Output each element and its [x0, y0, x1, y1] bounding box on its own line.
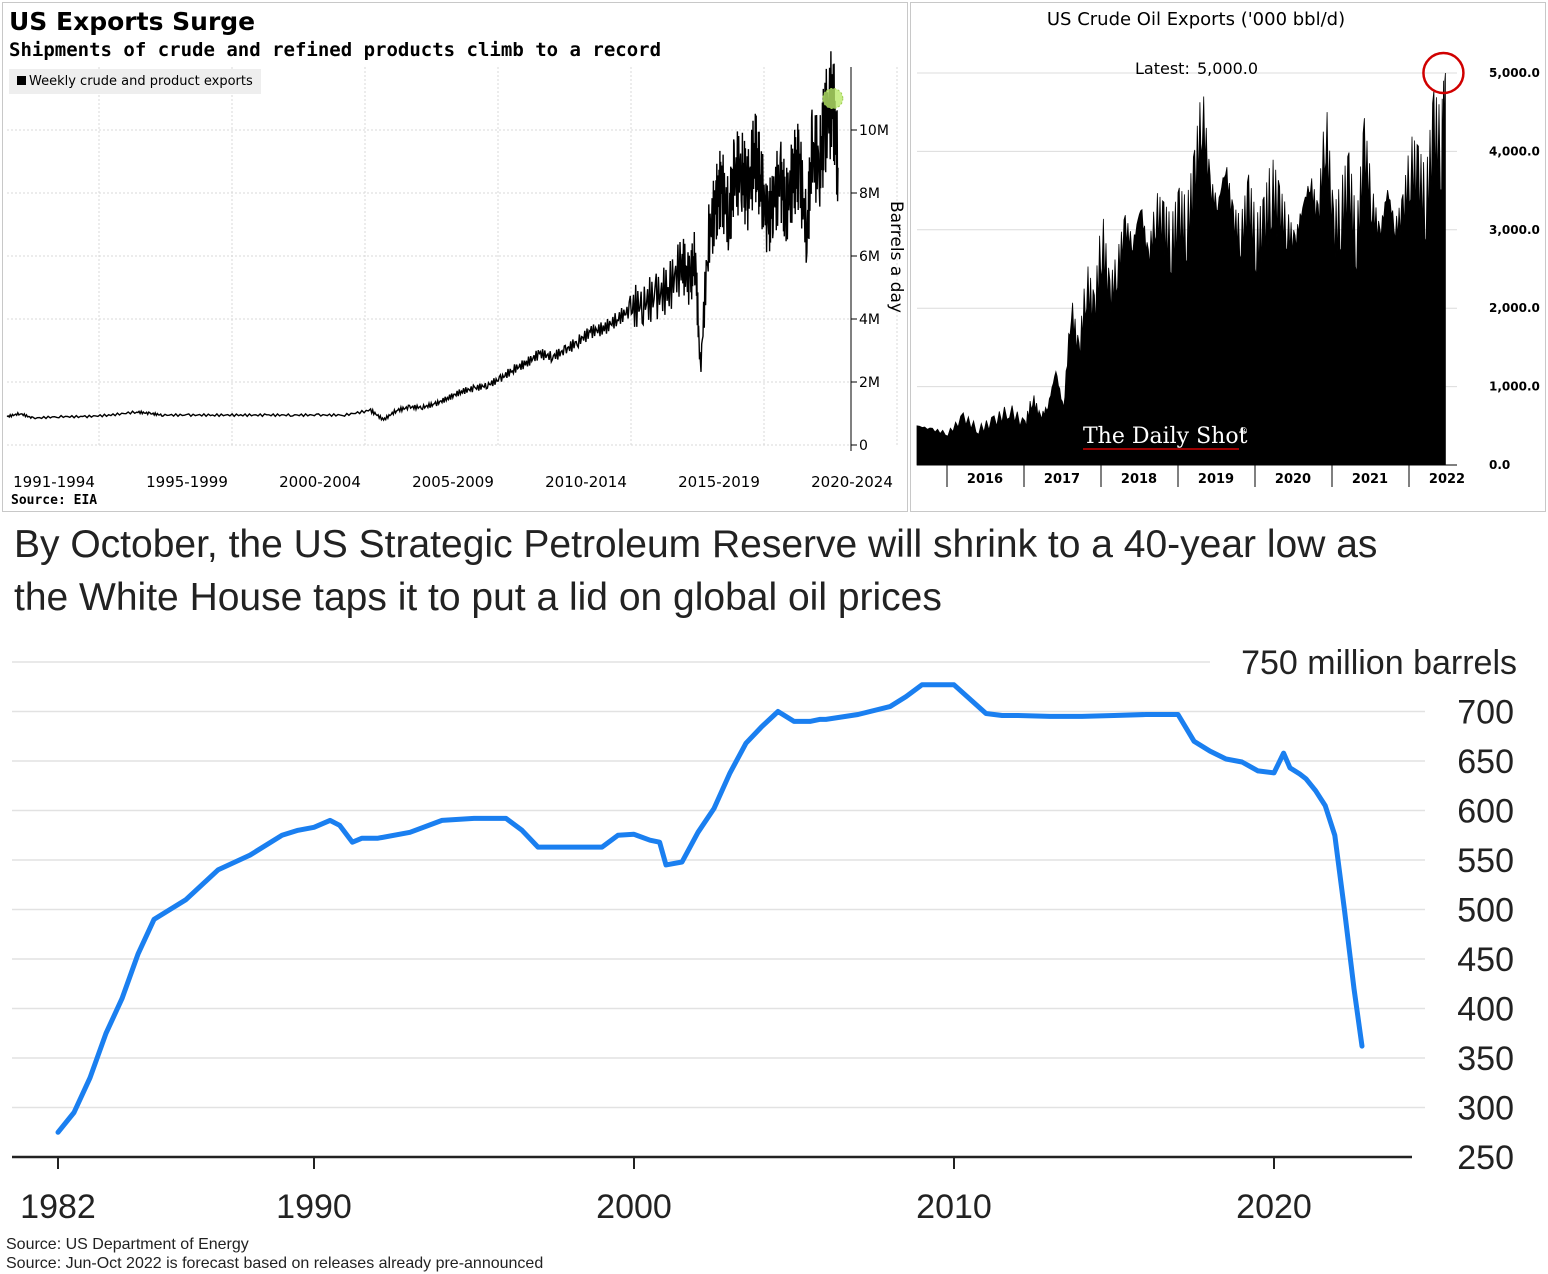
latest-value-highlight — [822, 88, 844, 109]
x-tick-label: 2019 — [1198, 472, 1234, 487]
strategic-petroleum-reserve-panel: By October, the US Strategic Petroleum R… — [0, 514, 1548, 1274]
latest-label: Latest: — [1135, 59, 1190, 78]
watermark-text: The Daily Shot — [1083, 424, 1248, 449]
crude-exports-plot: 0.0 1,000.0 2,000.0 3,000.0 4,000.0 5,000.0 20… — [916, 51, 1540, 487]
x-tick-label: 1982 — [20, 1188, 96, 1226]
y-tick-label: 350 — [1457, 1040, 1514, 1078]
y-tick-label: 4,000.0 — [1489, 144, 1540, 158]
us-exports-plot: 1991-1994 1995-1999 2000-2004 2005-2009 2010… — [6, 51, 906, 491]
y-tick-label: 0.0 — [1489, 458, 1510, 472]
y-axis-label: Barrels a day — [886, 201, 906, 313]
x-tick-label: 2015-2019 — [678, 473, 760, 491]
y-tick-label: 1,000.0 — [1489, 380, 1540, 394]
y-tick-label: 250 — [1457, 1139, 1514, 1177]
spr-plot: 250 300 350 400 450 500 550 600 650 700 750 millio… — [12, 644, 1517, 1226]
y-tick-label: 2,000.0 — [1489, 301, 1540, 315]
legend-label: Weekly crude and product exports — [29, 74, 253, 89]
chart-subtitle: Shipments of crude and refined products … — [9, 39, 662, 61]
y-tick-label: 2M — [859, 375, 880, 391]
latest-value: 5,000.0 — [1197, 59, 1258, 78]
exports-series-line — [6, 51, 839, 422]
x-tick-label: 2020 — [1236, 1188, 1312, 1226]
source-note-1: Source: US Department of Energy — [6, 1236, 249, 1253]
y-tick-label: 4M — [859, 312, 880, 328]
x-tick-label: 2016 — [967, 472, 1003, 487]
chart-title: US Exports Surge — [9, 7, 256, 36]
x-tick-label: 2000-2004 — [279, 473, 361, 491]
y-tick-label: 550 — [1457, 842, 1514, 880]
y-tick-label: 750 million barrels — [1241, 644, 1517, 682]
y-tick-label: 5,000.0 — [1489, 66, 1540, 80]
chart-title: US Crude Oil Exports ('000 bbl/d) — [1046, 9, 1346, 30]
y-tick-label: 400 — [1457, 991, 1514, 1029]
x-tick-label: 2022 — [1429, 472, 1465, 487]
us-exports-chart-panel: US Exports Surge Shipments of crude and … — [2, 2, 908, 512]
y-tick-label: 6M — [859, 249, 880, 265]
spr-series-line — [55, 682, 1365, 1135]
x-tick-label: 2005-2009 — [412, 473, 494, 491]
source-note: Source: EIA — [11, 493, 98, 508]
y-tick-label: 500 — [1457, 892, 1514, 930]
x-tick-label: 2021 — [1352, 472, 1388, 487]
headline-line-2: the White House taps it to put a lid on … — [14, 576, 942, 619]
latest-value-highlight — [1422, 51, 1465, 95]
legend-swatch — [17, 76, 26, 85]
x-tick-label: 1995-1999 — [146, 473, 228, 491]
us-crude-oil-exports-panel: US Crude Oil Exports ('000 bbl/d) 0.0 1,0… — [910, 2, 1546, 512]
y-tick-label: 700 — [1457, 694, 1514, 732]
x-tick-label: 2018 — [1121, 472, 1157, 487]
source-note-2: Source: Jun-Oct 2022 is forecast based o… — [6, 1255, 544, 1272]
headline-line-1: By October, the US Strategic Petroleum R… — [14, 523, 1378, 566]
x-tick-label: 2017 — [1044, 472, 1080, 487]
crude-exports-area — [916, 72, 1446, 466]
y-tick-label: 10M — [859, 123, 889, 139]
chart-legend: Weekly crude and product exports — [9, 69, 261, 94]
y-tick-label: 600 — [1457, 793, 1514, 831]
y-tick-label: 300 — [1457, 1090, 1514, 1128]
x-tick-label: 2020 — [1275, 472, 1311, 487]
y-tick-label: 450 — [1457, 941, 1514, 979]
chart-headline: By October, the US Strategic Petroleum R… — [14, 518, 1544, 624]
x-tick-label: 2020-2024 — [811, 473, 893, 491]
x-tick-label: 2000 — [596, 1188, 672, 1226]
y-tick-label: 8M — [859, 186, 880, 202]
x-tick-label: 2010-2014 — [545, 473, 627, 491]
y-tick-label: 0 — [859, 438, 868, 454]
y-tick-label: 3,000.0 — [1489, 223, 1540, 237]
x-tick-label: 1990 — [276, 1188, 352, 1226]
watermark-registered-mark: ® — [1239, 427, 1248, 437]
x-tick-label: 1991-1994 — [13, 473, 95, 491]
y-tick-label: 650 — [1457, 743, 1514, 781]
x-tick-label: 2010 — [916, 1188, 992, 1226]
